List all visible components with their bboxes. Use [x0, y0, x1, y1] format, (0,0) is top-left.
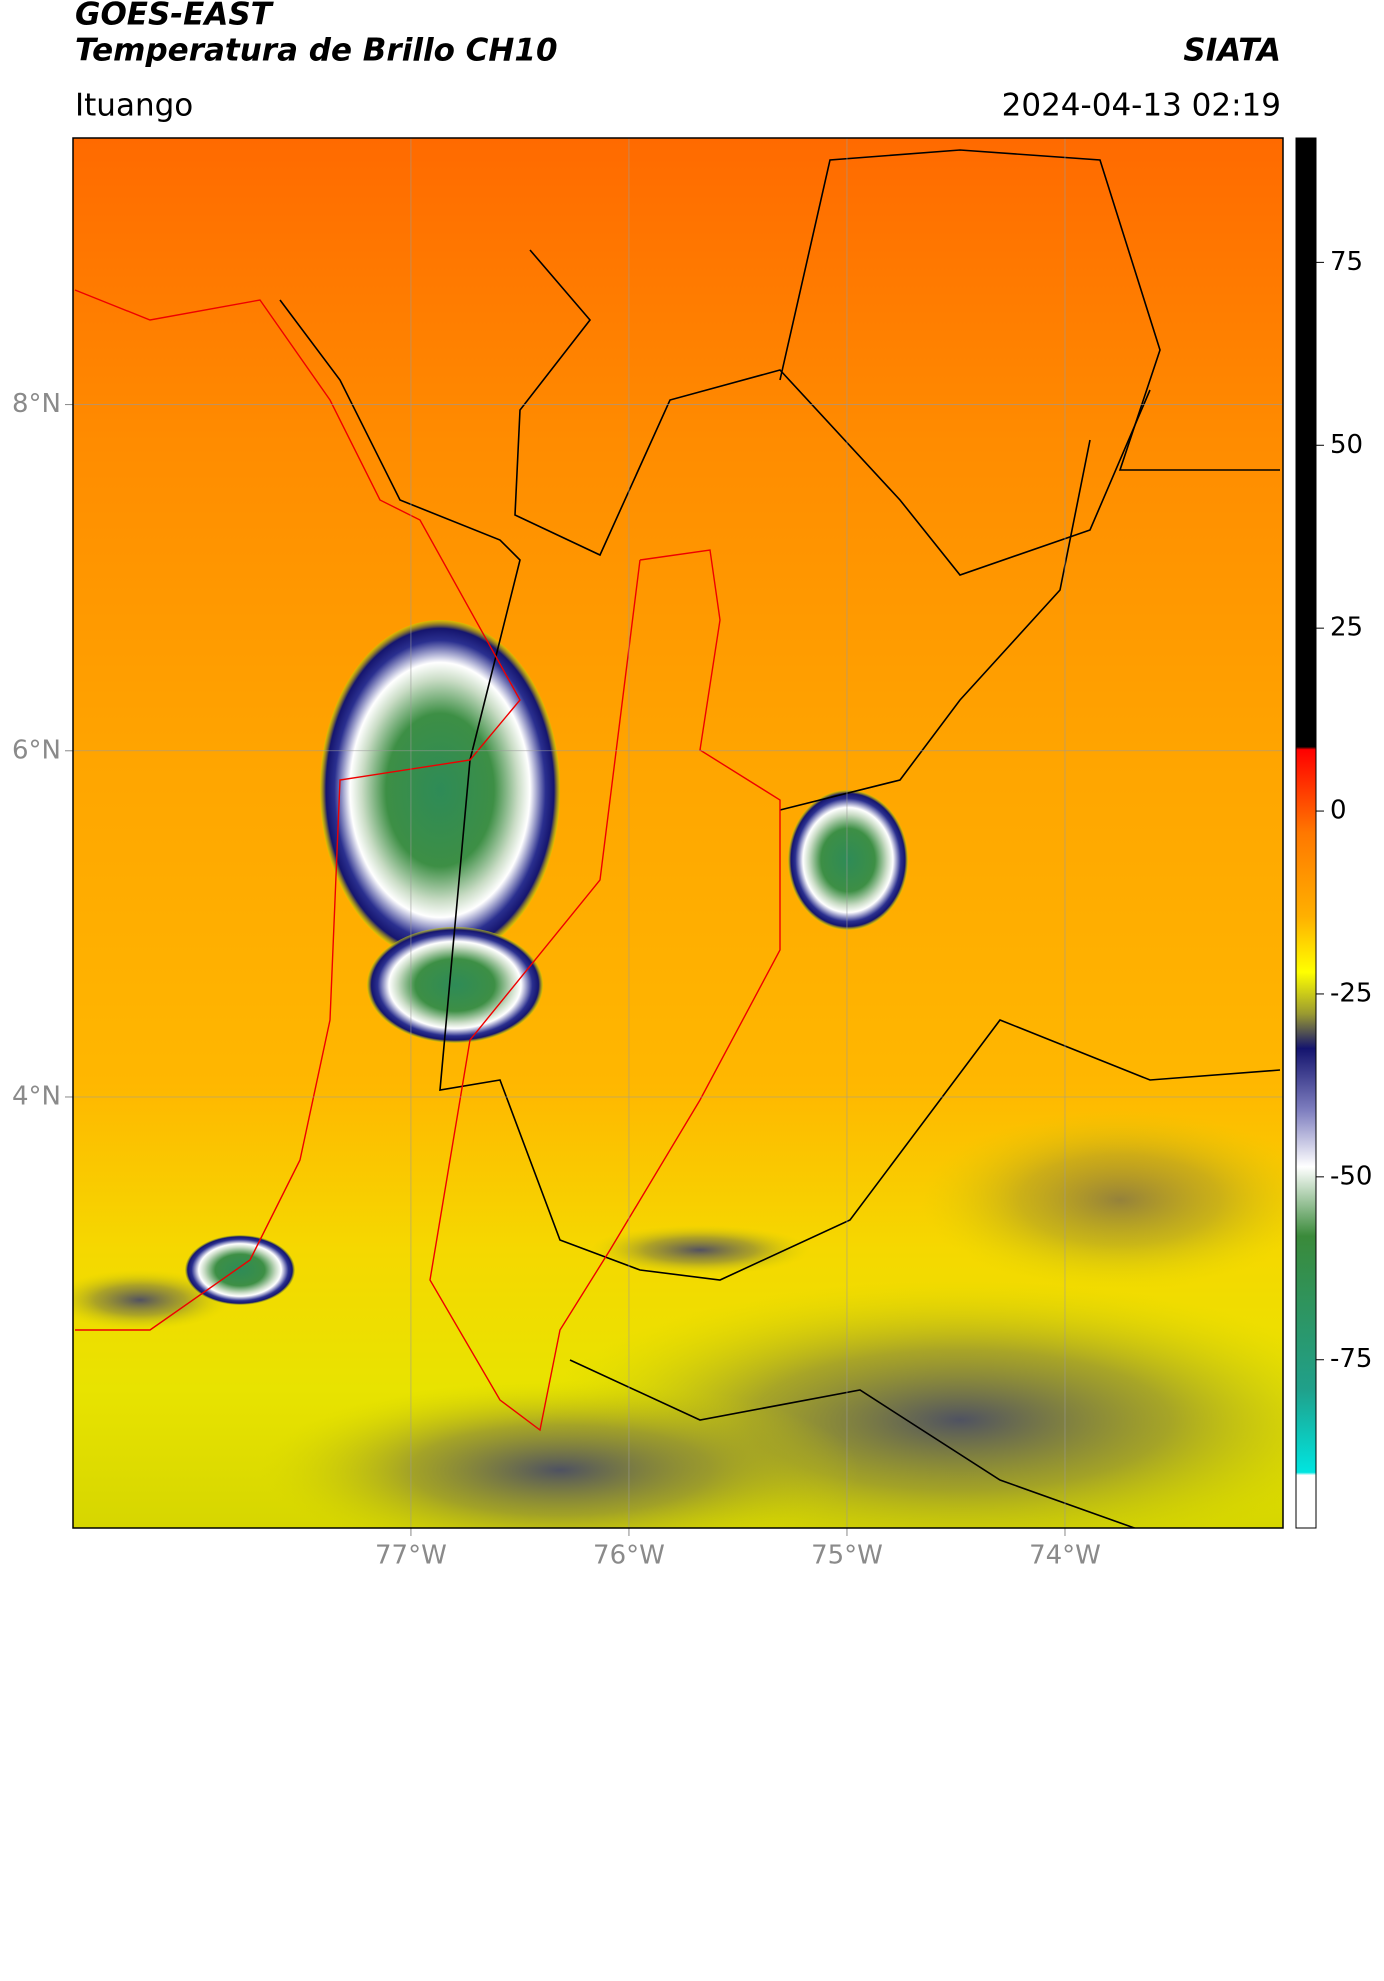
colorbar-label: -50: [1330, 1161, 1372, 1191]
y-tick-label: 4°N: [12, 1081, 61, 1111]
x-tick-label: 76°W: [593, 1541, 665, 1571]
title: GOES-EAST: [75, 0, 275, 33]
storm-cell: [367, 927, 543, 1043]
timestamp: 2024-04-13 02:19: [1002, 88, 1281, 124]
colorbar-label: 75: [1330, 247, 1363, 277]
border: [279, 299, 1281, 1281]
colorbar-label: -75: [1330, 1344, 1372, 1374]
axes: 77°W 76°W 75°W 74°W 8°N 6°N 4°N 75 50 25 0 -25 -50 -7…: [12, 138, 1372, 1571]
y-tick-label: 8°N: [12, 389, 61, 419]
x-tick-label: 77°W: [375, 1541, 447, 1571]
cloud-haze: [920, 1110, 1283, 1290]
border: [779, 149, 1280, 471]
border: [514, 249, 1151, 576]
location: Ituango: [75, 88, 193, 124]
colorbar-label: 25: [1330, 613, 1363, 643]
colorbar-label: 50: [1330, 430, 1363, 460]
border: [779, 439, 1091, 811]
cloud-haze: [590, 1225, 810, 1275]
colorbar-label: -25: [1330, 978, 1372, 1008]
storm-cell: [320, 620, 560, 960]
cloud-haze: [260, 1380, 860, 1528]
map-image: [73, 138, 1283, 1528]
subtitle: Temperatura de Brillo CH10: [75, 33, 558, 69]
source: SIATA: [1183, 33, 1281, 69]
border: [569, 1359, 1137, 1528]
colorbar-label: 0: [1330, 796, 1347, 826]
storm-cell: [788, 790, 908, 930]
x-tick-label: 75°W: [811, 1541, 883, 1571]
y-tick-label: 6°N: [12, 735, 61, 765]
coastline: [74, 289, 521, 1331]
map-frame: [72, 137, 1284, 1529]
x-tick-label: 74°W: [1029, 1541, 1101, 1571]
colorbar: [1295, 137, 1317, 1529]
department-border: [429, 549, 781, 1432]
storm-cell: [185, 1235, 295, 1305]
